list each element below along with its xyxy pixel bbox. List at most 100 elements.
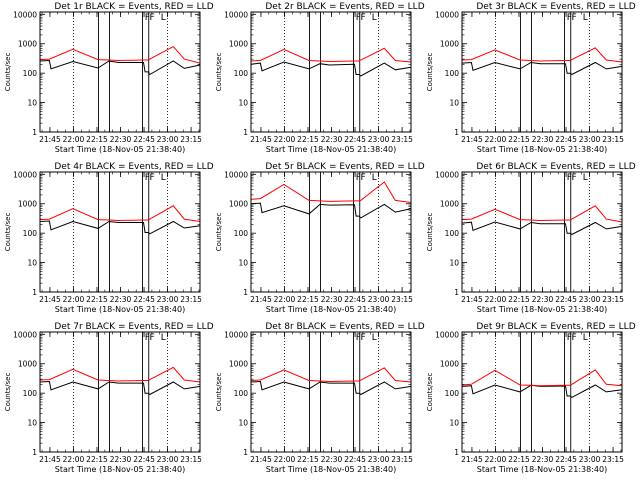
legend-marker: L — [161, 13, 166, 23]
y-tick-label: 1000 — [18, 40, 37, 49]
x-tick-label: 22:15 — [297, 295, 319, 304]
x-tick-label: 23:00 — [579, 135, 601, 144]
y-axis-label: Counts/sec — [215, 53, 223, 92]
x-tick-label: 22:45 — [344, 295, 366, 304]
legend-marker: F — [567, 333, 572, 343]
x-tick-label: 21:45 — [250, 455, 272, 464]
y-tick-label: 100 — [445, 69, 460, 78]
y-tick-label: 10 — [449, 99, 459, 108]
series-line-lld — [39, 366, 201, 383]
y-tick-label: 10000 — [224, 330, 248, 339]
plot-frame — [39, 11, 201, 133]
y-axis-label: Counts/sec — [4, 373, 12, 412]
plot-panel-8: Det 8r BLACK = Events, RED = LLD Counts/s… — [215, 322, 425, 474]
x-tick-label: 22:30 — [110, 135, 132, 144]
y-tick-label: 1 — [454, 288, 459, 297]
x-axis-label: Start Time (18-Nov-05 21:38:40) — [55, 465, 185, 474]
x-tick-label: 23:00 — [157, 455, 179, 464]
x-tick-label: 22:00 — [485, 135, 507, 144]
x-tick-label: 22:45 — [555, 455, 577, 464]
legend-marker: F — [149, 333, 154, 343]
y-tick-label: 1000 — [18, 360, 37, 369]
plot-title: Det 4r BLACK = Events, RED = LLD — [54, 162, 213, 172]
y-axis-label: Counts/sec — [4, 213, 12, 252]
x-tick-label: 21:45 — [39, 135, 61, 144]
plot-frame — [461, 171, 623, 293]
legend-marker: L — [583, 13, 588, 23]
y-tick-label: 10000 — [435, 10, 459, 19]
series-line-events — [39, 59, 201, 76]
plot-panel-4: Det 4r BLACK = Events, RED = LLD Counts/s… — [4, 162, 214, 314]
x-axis-label: Start Time (18-Nov-05 21:38:40) — [266, 145, 396, 154]
legend-marker: F — [360, 13, 365, 23]
y-tick-label: 1000 — [229, 200, 248, 209]
y-tick-label: 10000 — [435, 170, 459, 179]
y-tick-label: 10000 — [224, 10, 248, 19]
legend-marker: F — [356, 333, 361, 343]
plot-frame — [39, 331, 201, 453]
x-tick-label: 21:45 — [39, 295, 61, 304]
series-line-events — [461, 61, 623, 76]
series-line-events — [461, 221, 623, 236]
x-tick-label: 22:00 — [274, 135, 296, 144]
y-tick-label: 1 — [32, 288, 37, 297]
x-tick-label: 22:00 — [274, 455, 296, 464]
plot-frame — [461, 11, 623, 133]
x-tick-label: 21:45 — [250, 295, 272, 304]
series-line-events — [250, 202, 412, 219]
plot-frame — [39, 171, 201, 293]
x-tick-label: 23:00 — [368, 135, 390, 144]
x-tick-label: 22:15 — [86, 135, 108, 144]
x-tick-label: 22:15 — [508, 295, 530, 304]
y-tick-label: 10 — [449, 419, 459, 428]
x-axis-label: Start Time (18-Nov-05 21:38:40) — [477, 465, 607, 474]
x-tick-label: 23:15 — [180, 455, 202, 464]
y-tick-label: 100 — [445, 229, 460, 238]
y-tick-label: 1 — [32, 128, 37, 137]
plot-panel-2: Det 2r BLACK = Events, RED = LLD Counts/s… — [215, 2, 425, 154]
y-tick-label: 1000 — [440, 40, 459, 49]
y-tick-label: 1 — [454, 128, 459, 137]
x-tick-label: 23:15 — [391, 295, 413, 304]
y-tick-label: 10000 — [224, 170, 248, 179]
x-tick-label: 22:30 — [532, 135, 554, 144]
plot-panel-9: Det 9r BLACK = Events, RED = LLD Counts/s… — [426, 322, 636, 474]
x-tick-label: 22:15 — [508, 135, 530, 144]
y-tick-label: 1 — [32, 448, 37, 457]
x-tick-label: 22:00 — [485, 295, 507, 304]
legend-marker: F — [149, 173, 154, 183]
legend-marker: L — [372, 333, 377, 343]
legend-marker: F — [571, 333, 576, 343]
legend-marker: L — [372, 13, 377, 23]
plot-title: Det 3r BLACK = Events, RED = LLD — [476, 2, 635, 12]
y-tick-label: 1000 — [18, 200, 37, 209]
x-tick-label: 21:45 — [461, 455, 483, 464]
y-tick-label: 100 — [234, 229, 249, 238]
y-tick-label: 1000 — [440, 200, 459, 209]
y-axis-label: Counts/sec — [4, 53, 12, 92]
x-tick-label: 22:15 — [86, 455, 108, 464]
y-tick-label: 10000 — [13, 10, 37, 19]
y-tick-label: 10 — [238, 259, 248, 268]
legend-marker: F — [145, 333, 150, 343]
x-tick-label: 23:00 — [579, 295, 601, 304]
plot-title: Det 7r BLACK = Events, RED = LLD — [54, 322, 213, 332]
x-tick-label: 22:00 — [63, 295, 85, 304]
x-tick-label: 22:30 — [321, 135, 343, 144]
series-line-lld — [461, 369, 623, 387]
series-line-lld — [39, 205, 201, 222]
plot-title: Det 1r BLACK = Events, RED = LLD — [54, 2, 213, 12]
x-tick-label: 22:30 — [321, 455, 343, 464]
x-tick-label: 22:45 — [133, 135, 155, 144]
x-tick-label: 21:45 — [461, 295, 483, 304]
y-tick-label: 10 — [238, 419, 248, 428]
legend-marker: F — [571, 173, 576, 183]
plot-panel-6: Det 6r BLACK = Events, RED = LLD Counts/s… — [426, 162, 636, 314]
x-tick-label: 21:45 — [461, 135, 483, 144]
y-tick-label: 10000 — [13, 330, 37, 339]
x-tick-label: 23:15 — [180, 135, 202, 144]
legend-marker: F — [360, 333, 365, 343]
x-tick-label: 23:00 — [368, 455, 390, 464]
plot-title: Det 6r BLACK = Events, RED = LLD — [476, 162, 635, 172]
